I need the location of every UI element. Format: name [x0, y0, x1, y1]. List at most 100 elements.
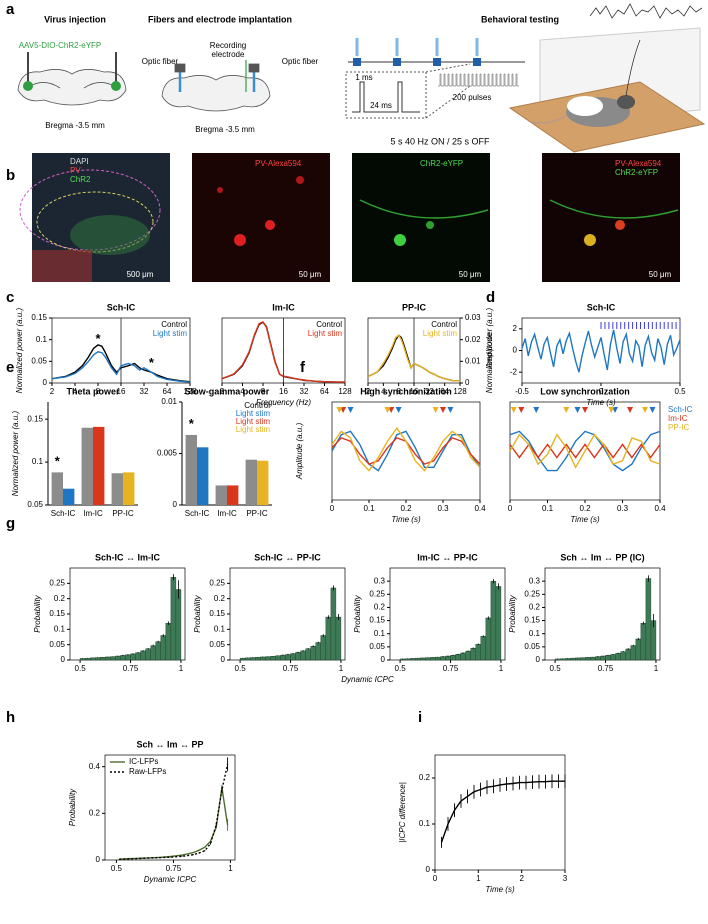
electrode-label: Recording [210, 41, 246, 50]
x-tick-label: 0.5 [550, 664, 562, 673]
peak-marker [447, 407, 454, 413]
chart-title: Sch ↔ Im ↔ PP (IC) [560, 552, 644, 562]
y-axis-label: Probability [353, 594, 362, 632]
y-tick-label: 0.1 [32, 457, 44, 466]
series-line [119, 787, 229, 860]
peak-marker [510, 407, 517, 413]
y-axis-label: Normalized power (a.u.) [485, 307, 494, 393]
y-tick-label: 0.05 [209, 640, 225, 649]
x-tick-label: 32 [140, 387, 149, 396]
protocol-label: 5 s 40 Hz ON / 25 s OFF [390, 136, 490, 146]
peak-marker [608, 407, 615, 413]
hist-bar [165, 623, 172, 661]
hist-bar [445, 655, 451, 661]
bar [215, 485, 227, 505]
hist-bar [625, 648, 631, 661]
hist-bar [125, 654, 131, 661]
panel-label: h [6, 709, 15, 726]
section-title: Fibers and electrode implantation [148, 14, 292, 24]
hist-bar [105, 656, 111, 661]
chart-title: High synchronization [360, 386, 452, 396]
hist-bar [605, 655, 611, 661]
hist-bar [175, 589, 182, 661]
x-tick-label: 0.75 [166, 864, 182, 873]
hist-bar [120, 655, 126, 661]
legend-label: Raw-LFPs [129, 767, 166, 776]
legend-label: Control [431, 320, 457, 329]
series-line [221, 321, 345, 383]
peak-marker [642, 407, 648, 413]
x-tick-label: PP-IC [246, 509, 268, 518]
x-axis-label: Frequency (Hz) [256, 398, 311, 407]
hist-bar [430, 657, 436, 661]
legend-label: Light stim [236, 409, 271, 418]
panel-label: i [418, 709, 422, 726]
fiber-label: Optic fiber [282, 57, 319, 66]
hist-bar [280, 654, 286, 661]
legend-label: Control [316, 320, 342, 329]
y-axis-label: Amplitude (a.u.) [295, 422, 304, 480]
plot-frame [331, 401, 481, 501]
hist-bar [640, 623, 647, 661]
y-tick-label: 0 [43, 378, 48, 387]
hist-bar [150, 645, 156, 661]
x-tick-label: 1 [179, 664, 184, 673]
hist-bar [130, 653, 136, 661]
chart-title: Sch ↔ Im ↔ PP [136, 739, 203, 749]
legend-label: Light stim [236, 425, 271, 434]
x-tick-label: -0.5 [515, 387, 529, 396]
hist-bar [475, 644, 481, 661]
plot-frame [104, 754, 236, 861]
y-axis-label: Probability [33, 594, 42, 632]
hist-bar [635, 638, 642, 661]
x-tick-label: 64 [320, 387, 329, 396]
x-tick-label: 2 [50, 387, 55, 396]
chart-title: Im-IC [272, 302, 295, 312]
x-tick-label: 0.1 [363, 504, 375, 513]
hist-bar [325, 616, 332, 661]
pulse-width-label: 1 ms [355, 73, 372, 82]
bar [185, 434, 197, 505]
y-axis-label: Normalized power (a.u.) [11, 410, 20, 496]
hist-bar [425, 657, 431, 661]
panel-label: d [486, 289, 495, 306]
scale-bar: 500 μm [127, 270, 154, 279]
hist-bar [435, 656, 441, 661]
y-axis-label: Probability [193, 594, 202, 632]
hist-bar [110, 656, 116, 661]
y-tick-label: 0 [381, 655, 386, 664]
hist-bar [490, 580, 497, 661]
y-tick-label: 0.05 [49, 640, 65, 649]
x-tick-label: 1 [228, 864, 233, 873]
x-tick-label: 0.4 [654, 504, 666, 513]
bar [227, 485, 239, 505]
y-tick-label: 0.05 [31, 356, 47, 365]
x-tick-label: 64 [163, 387, 172, 396]
panel-label: g [6, 515, 15, 532]
x-tick-label: 0.5 [395, 664, 407, 673]
x-tick-label: Im-IC [217, 509, 237, 518]
series-line [509, 433, 661, 469]
y-tick-label: 0.005 [157, 449, 178, 458]
peak-marker [432, 407, 439, 413]
annotation: * [95, 331, 101, 346]
bar [81, 427, 93, 505]
hist-bar [315, 642, 321, 661]
hist-bar [465, 650, 471, 661]
hist-bar [260, 656, 266, 661]
hist-bar [270, 656, 276, 661]
pulse-gap-label: 24 ms [370, 101, 392, 110]
hist-bar [455, 654, 461, 661]
y-tick-label: 0.05 [27, 500, 43, 509]
x-tick-label: 32 [300, 387, 309, 396]
hist-bar [145, 648, 151, 661]
x-tick-label: 0.1 [542, 504, 554, 513]
hist-bar [310, 646, 316, 661]
hist-bar [160, 635, 167, 661]
y-tick-label: 0.1 [419, 819, 431, 828]
y-tick-label: 0 [426, 865, 431, 874]
series-line [440, 780, 565, 843]
y-axis-label: Amplitude [485, 332, 494, 369]
hist-bar [170, 577, 177, 661]
x-tick-label: 0.3 [617, 504, 629, 513]
